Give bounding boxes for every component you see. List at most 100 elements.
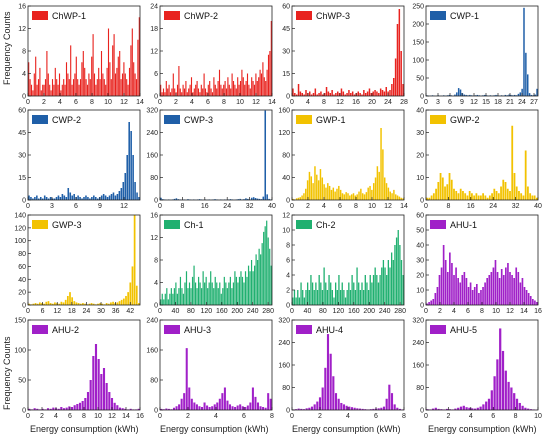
histogram-bar: [374, 90, 376, 96]
histogram-bar: [91, 56, 93, 97]
histogram-bar: [160, 197, 162, 200]
histogram-bar: [167, 299, 169, 306]
histogram-bar: [193, 265, 195, 306]
histogram-bar: [93, 73, 96, 96]
histogram-bar: [255, 254, 257, 306]
histogram-bar: [244, 271, 247, 305]
histogram-bar: [169, 92, 172, 96]
histogram-bar: [295, 94, 298, 96]
histogram-bar: [234, 407, 237, 410]
histogram-bar: [170, 288, 172, 306]
histogram-bar: [217, 81, 219, 96]
histogram-bar: [457, 278, 459, 305]
histogram-bar: [269, 51, 271, 96]
histogram-bar: [67, 73, 69, 96]
legend-label: Ch-1: [184, 220, 204, 230]
histogram-bar: [520, 193, 523, 200]
y-tick-label: 0: [286, 94, 290, 101]
histogram-bar: [364, 409, 367, 410]
legend-swatch: [430, 220, 446, 229]
y-tick-label: 4: [154, 280, 158, 287]
histogram-bar: [308, 407, 311, 410]
histogram-bar: [182, 84, 184, 96]
histogram-bar: [466, 195, 469, 200]
x-tick-label: 10: [534, 413, 542, 420]
histogram-bar: [252, 271, 254, 305]
histogram-bar: [79, 197, 81, 200]
histogram-bar: [49, 303, 52, 305]
histogram-bar: [454, 94, 456, 96]
histogram-bar: [325, 282, 327, 305]
histogram-bar: [241, 276, 244, 306]
histogram-bar: [336, 91, 339, 96]
x-tick-label: 10: [236, 99, 244, 106]
histogram-bar: [118, 407, 122, 410]
histogram-bar: [230, 88, 232, 96]
histogram-bar: [160, 408, 163, 411]
histogram-bar: [312, 93, 315, 96]
histogram-bar: [63, 79, 65, 97]
histogram-bar: [129, 282, 132, 305]
histogram-bar: [160, 299, 162, 306]
histogram-bar: [110, 194, 113, 200]
histogram-bar: [536, 88, 538, 96]
histogram-bar: [61, 84, 63, 96]
x-tick-label: 14: [268, 99, 276, 106]
histogram-bar: [256, 198, 259, 200]
histogram-bar: [431, 408, 435, 410]
histogram-bar: [77, 79, 79, 97]
histogram-bar: [343, 194, 346, 201]
y-tick-label: 10: [282, 228, 290, 235]
histogram-bar: [45, 197, 48, 200]
histogram-bar: [313, 290, 315, 305]
y-tick-label: 50: [18, 378, 26, 385]
legend-swatch: [164, 220, 180, 229]
histogram-bar: [372, 408, 375, 411]
histogram-bar: [185, 271, 188, 305]
histogram-bar: [123, 62, 125, 96]
histogram-bar: [476, 407, 479, 410]
histogram-bar: [174, 88, 176, 96]
y-tick-label: 0: [420, 198, 424, 205]
histogram-bar: [336, 290, 338, 305]
histogram-bar: [100, 51, 103, 96]
histogram-bar: [191, 276, 194, 306]
histogram-bar: [299, 197, 301, 200]
x-tick-label: 160: [348, 308, 360, 315]
y-tick-label: 240: [412, 340, 424, 347]
histogram-bar: [485, 401, 488, 410]
histogram-bar: [206, 405, 209, 410]
histogram-bar: [297, 290, 299, 305]
histogram-bar: [365, 192, 368, 201]
histogram-bar: [251, 387, 254, 410]
histogram-bar: [235, 88, 237, 96]
histogram-bar: [114, 303, 117, 305]
x-tick-label: 0: [424, 308, 428, 315]
histogram-bar: [484, 94, 486, 96]
histogram-bar: [56, 79, 58, 97]
histogram-bar: [266, 69, 268, 96]
histogram-bar: [400, 260, 403, 305]
histogram-bar: [525, 52, 527, 96]
x-tick-label: 8: [480, 308, 484, 315]
histogram-bar: [208, 282, 210, 305]
y-tick-label: 0: [154, 198, 158, 205]
y-tick-label: 2: [286, 288, 290, 295]
histogram-bar: [395, 194, 397, 201]
histogram-bar: [464, 193, 467, 200]
histogram-bar: [243, 199, 245, 200]
histogram-bar: [491, 193, 493, 200]
histogram-bar: [529, 296, 532, 305]
histogram-bar: [163, 299, 165, 306]
histogram-bar: [84, 398, 87, 410]
y-tick-label: 30: [416, 258, 424, 265]
histogram-bar: [493, 188, 496, 200]
histogram-bar: [53, 198, 56, 200]
histogram-bar: [344, 94, 346, 96]
legend-swatch: [164, 115, 180, 124]
x-tick-label: 200: [363, 308, 375, 315]
legend-swatch: [430, 115, 446, 124]
histogram-bar: [112, 192, 115, 200]
histogram-bar: [347, 193, 349, 200]
histogram-bar: [256, 402, 260, 410]
